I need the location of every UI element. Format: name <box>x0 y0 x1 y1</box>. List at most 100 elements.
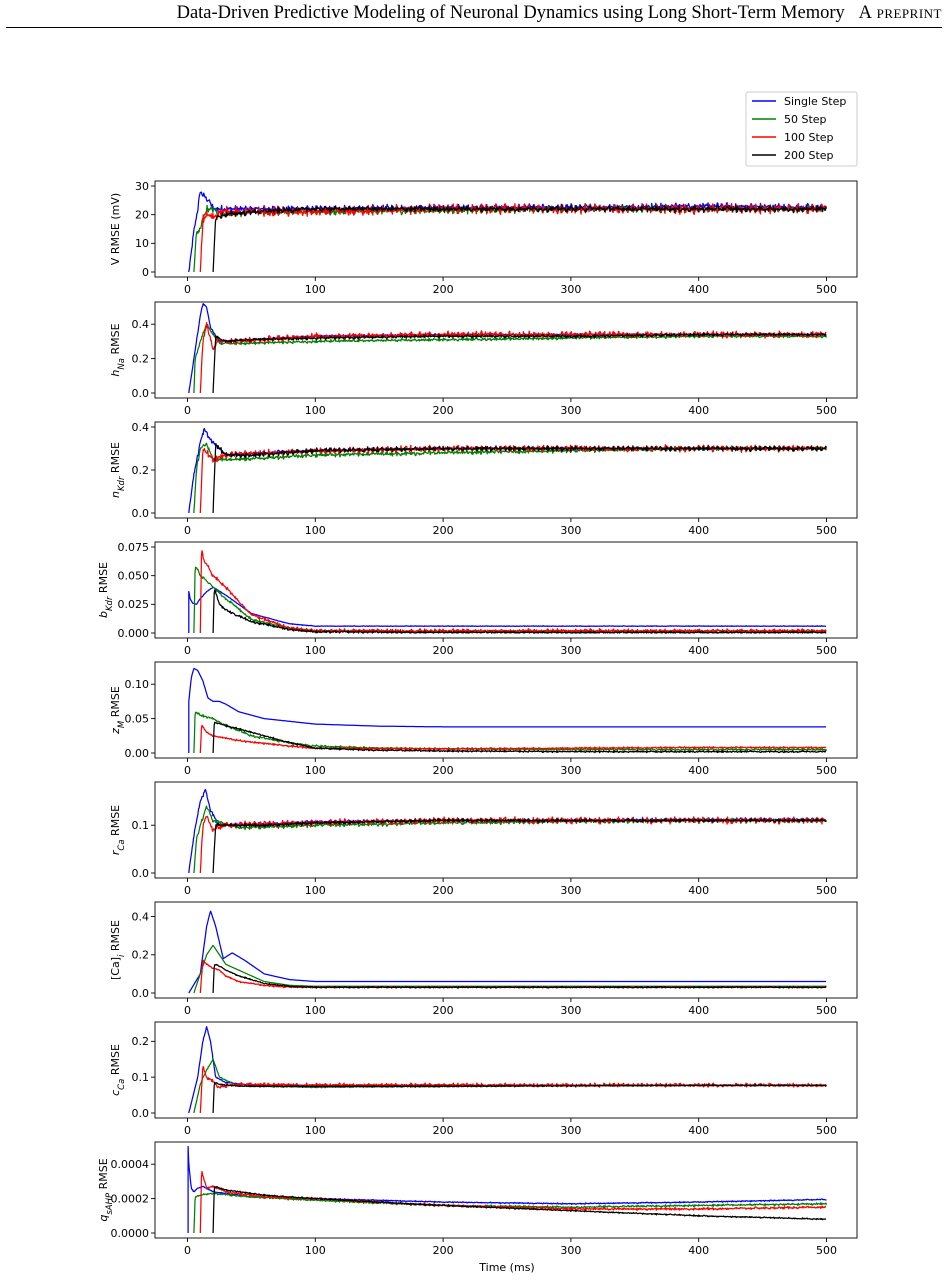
x-tick-label: 300 <box>560 644 581 657</box>
y-axis-label: qsAHP RMSE <box>97 1158 115 1221</box>
y-tick-label: 0.1 <box>132 819 150 832</box>
panel-4: 0.000 0.025 0.050 0.075 0 100 200 300 400 500 bKdr… <box>97 541 858 657</box>
x-tick-label: 200 <box>433 524 454 537</box>
y-tick-label: 0.0 <box>132 867 150 880</box>
x-tick-label: 400 <box>688 1244 709 1257</box>
y-tick-label: 0.0 <box>132 1107 150 1120</box>
x-tick-label: 400 <box>688 644 709 657</box>
panel-6: 0.0 0.1 0 100 200 300 400 500 rCa RMSE <box>109 781 858 897</box>
x-tick-label: 300 <box>560 283 581 296</box>
x-tick-label: 400 <box>688 764 709 777</box>
series-line-single-step <box>188 788 827 874</box>
x-tick-label: 500 <box>816 404 837 417</box>
series-line-single-step <box>188 910 827 994</box>
legend-label-200-step: 200 Step <box>784 149 834 162</box>
legend: Single Step 50 Step 100 Step 200 Step <box>745 91 858 167</box>
axes-frame <box>154 541 858 639</box>
x-tick-label: 400 <box>688 884 709 897</box>
series-line-100-step <box>199 724 827 754</box>
series-line-200-step <box>212 332 827 393</box>
series-line-100-step <box>199 550 827 634</box>
y-tick-label: 10 <box>135 237 149 250</box>
running-header: Data-Driven Predictive Modeling of Neuro… <box>177 3 942 24</box>
y-tick-label: 0.05 <box>125 712 150 725</box>
x-tick-label: 100 <box>305 884 326 897</box>
y-tick-label: 0.0000 <box>111 1227 150 1240</box>
series-line-single-step <box>188 667 827 753</box>
x-tick-label: 100 <box>305 1244 326 1257</box>
x-tick-label: 500 <box>816 283 837 296</box>
y-tick-label: 0.0004 <box>111 1158 150 1171</box>
series-line-200-step <box>212 589 827 634</box>
series-line-200-step <box>212 721 827 754</box>
series-line-200-step <box>212 442 827 514</box>
series-line-50-step <box>193 805 827 874</box>
series-line-single-step <box>188 427 827 514</box>
x-tick-label: 200 <box>433 1124 454 1137</box>
y-tick-label: 0.2 <box>132 352 150 365</box>
series-line-50-step <box>193 1192 828 1233</box>
x-tick-label: 500 <box>816 764 837 777</box>
y-axis-label: zM RMSE <box>109 686 127 735</box>
axes-frame <box>154 1141 858 1239</box>
x-tick-label: 200 <box>433 764 454 777</box>
x-tick-label: 400 <box>688 283 709 296</box>
series-line-100-step <box>199 321 827 394</box>
x-tick-label: 300 <box>560 524 581 537</box>
y-tick-label: 0.0 <box>132 987 150 1000</box>
y-axis-label: V RMSE (mV) <box>109 193 122 265</box>
paper-title: Data-Driven Predictive Modeling of Neuro… <box>176 3 845 23</box>
y-tick-label: 0.050 <box>118 569 150 582</box>
series-line-50-step <box>193 944 827 994</box>
x-tick-label: 200 <box>433 283 454 296</box>
x-tick-label: 0 <box>184 524 191 537</box>
x-tick-label: 400 <box>688 404 709 417</box>
x-tick-label: 300 <box>560 1004 581 1017</box>
axes-frame <box>154 301 858 399</box>
x-tick-label: 400 <box>688 1004 709 1017</box>
y-tick-label: 20 <box>135 208 149 221</box>
x-tick-label: 400 <box>688 524 709 537</box>
y-tick-label: 0.2 <box>132 949 150 962</box>
x-tick-label: 0 <box>184 884 191 897</box>
panel-7: 0.0 0.2 0.4 0 100 200 300 400 500 [Ca]i RMSE <box>109 901 858 1017</box>
x-tick-label: 0 <box>184 644 191 657</box>
x-tick-label: 300 <box>560 1244 581 1257</box>
y-axis-label: cCa RMSE <box>109 1044 127 1096</box>
y-tick-label: 0.2 <box>132 1035 150 1048</box>
y-tick-label: 0.2 <box>132 464 150 477</box>
x-tick-label: 0 <box>184 1004 191 1017</box>
y-axis-label: [Ca]i RMSE <box>109 920 127 980</box>
x-tick-label: 200 <box>433 1004 454 1017</box>
x-tick-label: 500 <box>816 644 837 657</box>
legend-box <box>745 91 858 167</box>
y-tick-label: 0.075 <box>118 541 150 554</box>
panel-8: 0.0 0.1 0.2 0 100 200 300 400 500 cCa RMSE <box>109 1021 858 1137</box>
y-tick-label: 0.0 <box>132 507 150 520</box>
x-axis-label: Time (ms) <box>478 1261 534 1274</box>
axes-frame <box>154 1021 858 1119</box>
x-tick-label: 200 <box>433 644 454 657</box>
series-line-single-step <box>188 1026 827 1114</box>
x-tick-label: 500 <box>816 1244 837 1257</box>
y-tick-label: 0 <box>142 266 149 279</box>
x-tick-label: 100 <box>305 1124 326 1137</box>
header-rule <box>6 27 942 28</box>
page-header: Data-Driven Predictive Modeling of Neuro… <box>0 0 948 30</box>
panel-3: 0.0 0.2 0.4 0 100 200 300 400 500 nKdr RMSE <box>109 421 858 537</box>
preprint-tag: A preprint <box>858 3 942 23</box>
series-line-100-step <box>199 1065 827 1114</box>
x-tick-label: 300 <box>560 404 581 417</box>
series-line-200-step <box>212 1081 827 1114</box>
y-tick-label: 0.000 <box>118 627 150 640</box>
axes-frame <box>154 901 858 999</box>
y-axis-label: hNa RMSE <box>109 323 127 376</box>
series-line-100-step <box>199 1170 827 1234</box>
axes-frame <box>154 421 858 519</box>
x-tick-label: 400 <box>688 1124 709 1137</box>
axes-frame <box>154 180 858 278</box>
series-line-200-step <box>212 204 827 273</box>
y-tick-label: 0.4 <box>132 318 150 331</box>
y-tick-label: 0.1 <box>132 1071 150 1084</box>
